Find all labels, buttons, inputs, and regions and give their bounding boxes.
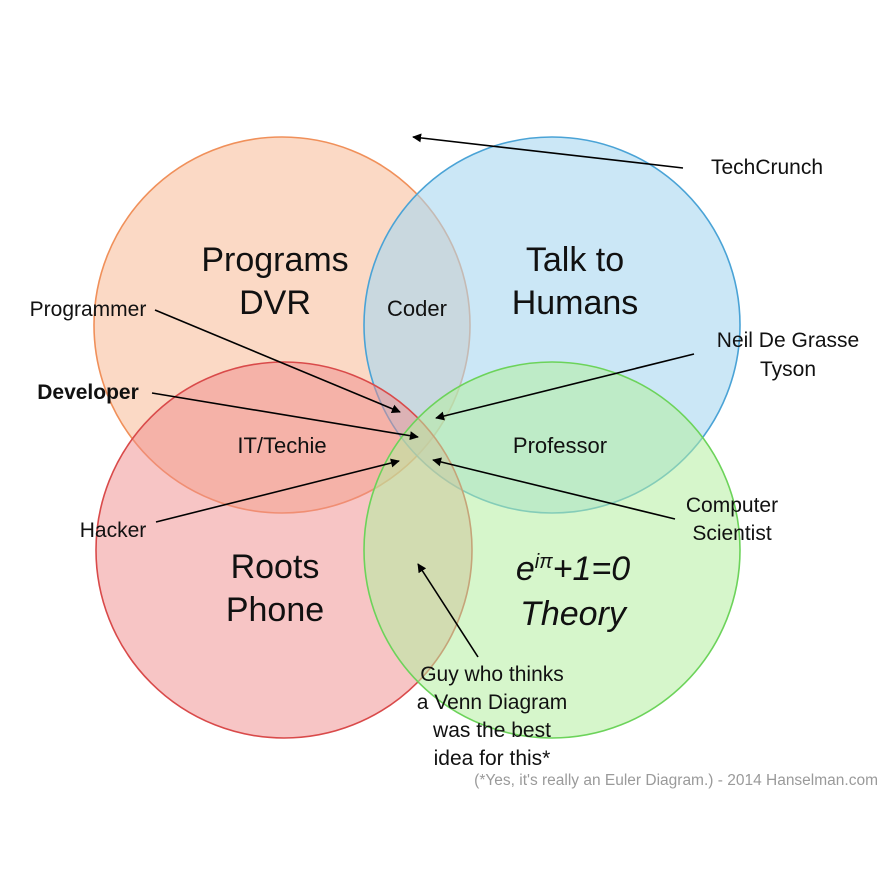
hacker-arrow	[155, 458, 400, 523]
programmer-label: Programmer	[30, 298, 147, 321]
guy-label-line4: idea for this*	[434, 747, 551, 770]
guy-label-line2: a Venn Diagram	[417, 691, 568, 714]
hacker-label: Hacker	[80, 519, 147, 542]
circle-theory	[363, 361, 741, 739]
programs-dvr-label-line1: Programs	[201, 241, 348, 279]
professor-label: Professor	[513, 433, 607, 458]
circles-group	[93, 136, 741, 739]
tyson-label-line2: Tyson	[760, 358, 816, 381]
guy-label-line1: Guy who thinks	[420, 663, 564, 686]
guy-arrow	[417, 563, 479, 658]
techcrunch-arrow	[412, 133, 684, 169]
credit-text: (*Yes, it's really an Euler Diagram.) - …	[474, 772, 878, 789]
theory-label: Theory	[520, 595, 628, 633]
developer-arrow	[151, 392, 419, 441]
formula-base: e	[516, 550, 535, 588]
it-techie-label: IT/Techie	[237, 433, 326, 458]
roots-phone-label-line1: Roots	[231, 548, 320, 586]
computer-scientist-line1: Computer	[686, 494, 778, 517]
computer-scientist-arrow	[432, 457, 676, 520]
tyson-label-line1: Neil De Grasse	[717, 329, 859, 352]
tyson-arrow	[435, 353, 695, 421]
talk-to-humans-label-line2: Humans	[512, 284, 639, 322]
techcrunch-label: TechCrunch	[711, 156, 823, 179]
formula-exponent: iπ	[535, 551, 553, 573]
talk-to-humans-label-line1: Talk to	[526, 241, 624, 279]
roots-phone-label-line2: Phone	[226, 591, 324, 629]
arrows-group	[151, 133, 695, 658]
computer-scientist-line2: Scientist	[692, 522, 772, 545]
programmer-arrow	[154, 309, 401, 414]
developer-label: Developer	[37, 381, 139, 404]
theory-formula: eiπ+1=0	[516, 550, 630, 588]
programs-dvr-label-line2: DVR	[239, 284, 311, 322]
guy-label-line3: was the best	[432, 719, 551, 742]
formula-rest: +1=0	[553, 550, 631, 588]
coder-label: Coder	[387, 296, 447, 321]
